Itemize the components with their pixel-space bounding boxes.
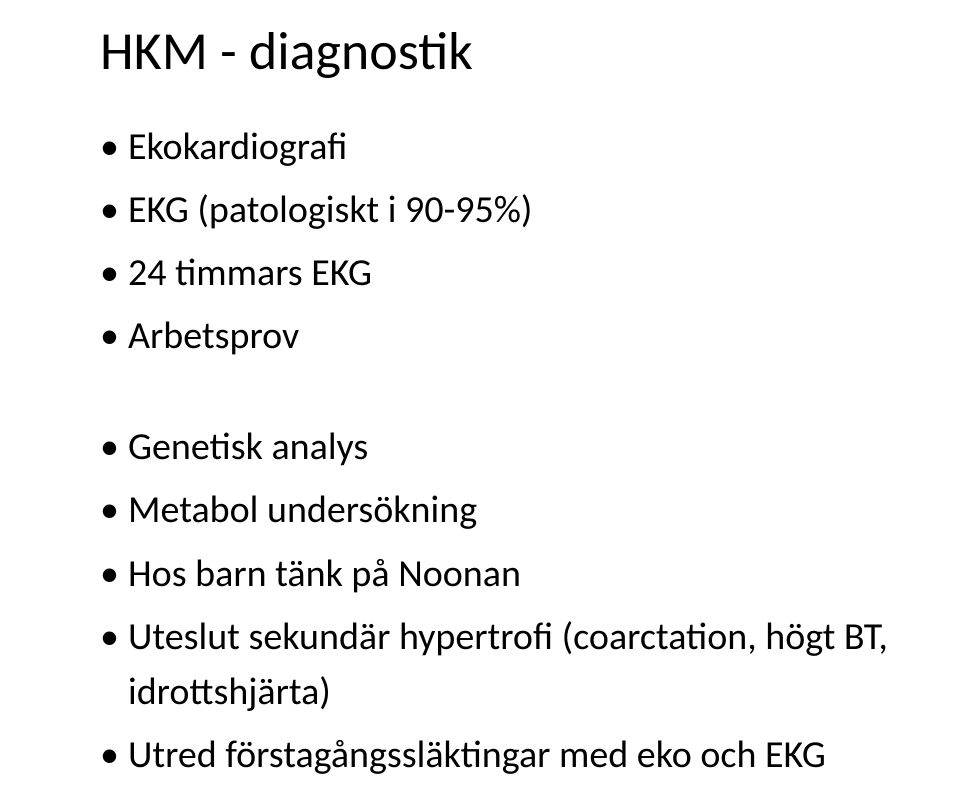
slide: HKM - diagnostik Ekokardiografi EKG (pat… [0, 0, 960, 798]
list-item: Uteslut sekundär hypertrofi (coarctation… [100, 610, 900, 720]
spacer [100, 372, 900, 420]
list-item: 24 timmars EKG [100, 246, 900, 301]
list-item: Genetisk analys [100, 420, 900, 475]
list-item: EKG (patologiskt i 90-95%) [100, 183, 900, 238]
list-item: Arbetsprov [100, 309, 900, 364]
slide-title: HKM - diagnostik [100, 18, 900, 84]
list-item: Ekokardiografi [100, 120, 900, 175]
list-item: Utred förstagångssläktingar med eko och … [100, 728, 900, 783]
bullet-group-2: Genetisk analys Metabol undersökning Hos… [100, 420, 900, 783]
list-item: Metabol undersökning [100, 483, 900, 538]
list-item: Hos barn tänk på Noonan [100, 547, 900, 602]
bullet-group-1: Ekokardiografi EKG (patologiskt i 90-95%… [100, 120, 900, 364]
